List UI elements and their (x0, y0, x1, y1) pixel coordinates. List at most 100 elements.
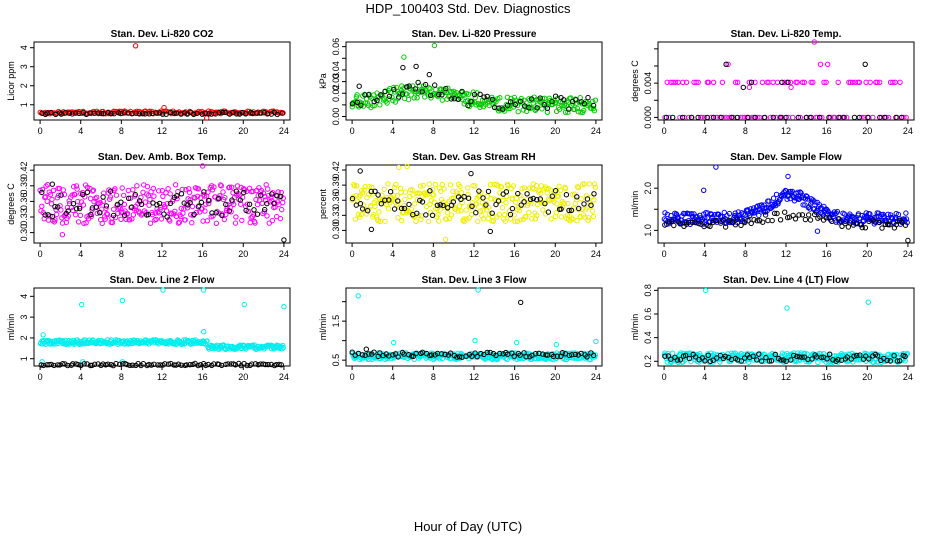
data-point (419, 199, 426, 205)
data-point (574, 105, 580, 112)
data-point (841, 211, 848, 217)
data-point (782, 209, 788, 215)
data-point (438, 196, 445, 203)
data-point (870, 114, 876, 121)
data-point (49, 213, 56, 220)
data-point (40, 362, 47, 369)
data-point (573, 197, 580, 203)
data-point (666, 114, 672, 121)
chart-panel: Stan. Dev. Amb. Box Temp. 0 4 8 12 16 20 24 0.30… (6, 152, 291, 259)
data-point (411, 201, 418, 207)
data-point (495, 183, 501, 189)
data-point (139, 111, 146, 117)
data-point (461, 194, 467, 200)
data-point (853, 220, 860, 226)
panel-title: Stan. Dev. Li-820 Temp. (731, 29, 842, 40)
data-point (554, 201, 560, 207)
x-tick-label: 16 (822, 126, 832, 136)
data-point (473, 210, 479, 216)
y-axis-label: percent (318, 188, 328, 219)
data-point (769, 217, 775, 224)
data-point (362, 92, 368, 98)
data-point (197, 362, 204, 368)
data-point (434, 202, 441, 209)
data-point (766, 198, 772, 204)
data-point (223, 201, 229, 208)
x-tick-label: 8 (119, 372, 124, 382)
data-point (253, 196, 259, 203)
data-point (590, 352, 597, 359)
data-point (411, 95, 417, 101)
data-point (406, 352, 412, 358)
data-point (73, 212, 79, 218)
figure-title: HDP_100403 Std. Dev. Diagnostics (366, 1, 571, 16)
data-point (761, 114, 767, 121)
data-point (206, 200, 212, 207)
y-tick-label: 0.30 (19, 224, 29, 242)
data-point (512, 101, 518, 108)
y-tick-label: 0.42 (331, 161, 341, 179)
data-point (91, 110, 98, 116)
data-point (369, 191, 375, 197)
data-point (568, 207, 575, 214)
data-point (93, 204, 100, 210)
data-point (534, 197, 540, 203)
data-point (682, 352, 689, 359)
data-point (515, 109, 521, 115)
data-point (233, 111, 240, 117)
data-point (549, 98, 555, 105)
data-point (132, 43, 139, 49)
data-point (122, 110, 128, 116)
data-point (89, 362, 95, 369)
data-point (130, 212, 137, 218)
data-point (374, 97, 380, 104)
data-point (549, 193, 555, 199)
data-point (94, 194, 100, 201)
data-point (147, 196, 153, 203)
data-point (893, 221, 899, 228)
data-point (125, 187, 132, 194)
data-point (236, 111, 243, 117)
data-point (514, 218, 521, 225)
data-point (448, 212, 455, 218)
data-point (576, 205, 582, 212)
x-tick-label: 24 (591, 249, 601, 259)
data-point (39, 186, 46, 193)
data-point (160, 193, 166, 200)
data-point (487, 228, 493, 235)
data-point (387, 200, 393, 206)
data-point (408, 206, 415, 213)
data-point (704, 114, 710, 121)
data-point (107, 194, 114, 200)
data-point (445, 205, 451, 211)
data-point (203, 362, 209, 369)
data-point (255, 362, 261, 368)
data-point (146, 111, 152, 117)
data-point (174, 195, 180, 202)
x-tick-label: 20 (550, 126, 560, 136)
data-point (176, 219, 183, 225)
data-point (738, 222, 744, 229)
data-point (817, 61, 824, 68)
data-point (444, 210, 451, 216)
data-point (355, 293, 361, 299)
data-point (357, 168, 363, 174)
data-point (254, 110, 260, 116)
data-point (125, 110, 131, 116)
data-point (593, 338, 599, 345)
data-point (382, 218, 388, 225)
data-point (465, 97, 471, 104)
data-point (507, 99, 514, 105)
panel-title: Stan. Dev. Li-820 Pressure (412, 29, 537, 40)
data-point (670, 114, 676, 121)
data-point (376, 209, 382, 215)
data-point (722, 353, 728, 359)
data-point (399, 91, 406, 97)
data-point (245, 208, 252, 215)
data-point (186, 189, 193, 196)
data-point (796, 354, 803, 360)
data-point (95, 361, 101, 367)
data-point (885, 114, 892, 121)
